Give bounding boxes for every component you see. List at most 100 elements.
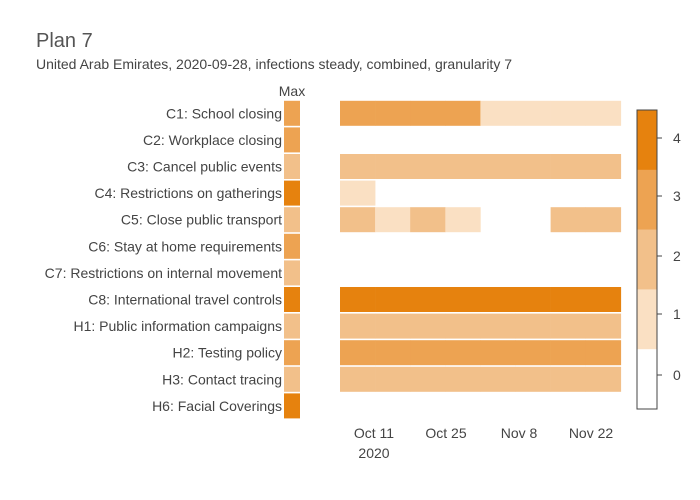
heatmap-cell xyxy=(375,340,411,366)
x-tick-year: 2020 xyxy=(358,445,389,461)
heatmap-cell xyxy=(340,154,376,179)
heatmap-cell xyxy=(585,313,622,339)
max-cell xyxy=(284,100,300,126)
heatmap-cell xyxy=(480,287,516,312)
heatmap-cell xyxy=(445,207,481,233)
max-cell xyxy=(284,340,300,366)
colorbar-tick-label: 2 xyxy=(673,248,681,264)
colorbar-tick-label: 0 xyxy=(673,367,681,383)
colorbar-tick-label: 1 xyxy=(673,306,681,322)
max-cell xyxy=(284,393,300,419)
heatmap-cell xyxy=(340,340,376,366)
heatmap-cell xyxy=(585,207,622,233)
heatmap-cell xyxy=(445,287,481,312)
colorbar-segment xyxy=(637,169,657,230)
row-label: C7: Restrictions on internal movement xyxy=(45,265,282,281)
heatmap-cell xyxy=(410,287,446,312)
max-cell xyxy=(284,366,300,392)
heatmap-cell xyxy=(515,340,551,366)
heatmap-cell xyxy=(480,100,516,126)
heatmap-cell xyxy=(550,287,586,312)
heatmap-cell xyxy=(445,100,481,126)
row-label: C3: Cancel public events xyxy=(127,159,282,175)
row-label: C4: Restrictions on gatherings xyxy=(94,185,282,201)
colorbar-segment xyxy=(637,110,657,171)
heatmap-cell xyxy=(550,100,586,126)
heatmap-cell xyxy=(550,340,586,366)
heatmap-cell xyxy=(375,207,411,233)
max-column-label: Max xyxy=(279,83,305,99)
max-cell xyxy=(284,207,300,233)
max-cell xyxy=(284,313,300,339)
max-cell xyxy=(284,127,300,153)
heatmap-cell xyxy=(340,100,376,126)
x-tick-label: Nov 8 xyxy=(501,425,538,441)
row-label: H3: Contact tracing xyxy=(162,371,282,387)
heatmap-cell xyxy=(515,366,551,392)
heatmap-cell xyxy=(445,154,481,179)
heatmap-cell xyxy=(340,366,376,392)
heatmap-cell xyxy=(585,287,622,312)
row-label: C5: Close public transport xyxy=(121,212,282,228)
heatmap-cell xyxy=(340,207,376,233)
heatmap-cell xyxy=(445,313,481,339)
heatmap-cell xyxy=(375,100,411,126)
heatmap-cell xyxy=(550,207,586,233)
heatmap-cell xyxy=(515,313,551,339)
heatmap-cell xyxy=(340,313,376,339)
heatmap-cell xyxy=(445,366,481,392)
x-tick-label: Oct 25 xyxy=(425,425,466,441)
heatmap-cell xyxy=(375,287,411,312)
heatmap-cell xyxy=(445,340,481,366)
heatmap-cell xyxy=(585,366,622,392)
heatmap-cell xyxy=(515,287,551,312)
heatmap-cell xyxy=(480,366,516,392)
chart-title: Plan 7 xyxy=(36,30,93,52)
heatmap-cell xyxy=(340,287,376,312)
colorbar-segment xyxy=(637,229,657,290)
heatmap-cell xyxy=(585,154,622,179)
heatmap-cell xyxy=(515,100,551,126)
x-tick-label: Oct 11 xyxy=(354,425,394,441)
colorbar-border xyxy=(636,109,658,410)
row-label: H6: Facial Coverings xyxy=(152,398,282,414)
row-label: C6: Stay at home requirements xyxy=(88,238,282,254)
max-cell xyxy=(284,180,300,206)
chart-subtitle: United Arab Emirates, 2020-09-28, infect… xyxy=(36,56,512,72)
row-label: C1: School closing xyxy=(166,105,282,121)
heatmap-cell xyxy=(410,313,446,339)
heatmap-cell xyxy=(375,154,411,179)
heatmap-cell xyxy=(480,340,516,366)
heatmap-cell xyxy=(340,180,376,206)
heatmap-cell xyxy=(410,207,446,233)
row-label: C2: Workplace closing xyxy=(143,132,282,148)
heatmap-cell xyxy=(410,154,446,179)
heatmap-cell xyxy=(375,313,411,339)
heatmap-cell xyxy=(480,313,516,339)
heatmap-cell xyxy=(550,154,586,179)
heatmap-cell xyxy=(550,366,586,392)
heatmap-cell xyxy=(550,313,586,339)
x-tick-label: Nov 22 xyxy=(569,425,614,441)
row-label: H1: Public information campaigns xyxy=(73,318,282,334)
colorbar-segment xyxy=(637,349,657,410)
heatmap-cell xyxy=(375,366,411,392)
colorbar-segment xyxy=(637,289,657,350)
row-label: H2: Testing policy xyxy=(173,345,282,361)
heatmap-cell xyxy=(515,154,551,179)
max-cell xyxy=(284,287,300,312)
row-label: C8: International travel controls xyxy=(88,292,282,308)
max-cell xyxy=(284,260,300,286)
heatmap-cell xyxy=(410,340,446,366)
heatmap-cell xyxy=(410,100,446,126)
max-cell xyxy=(284,154,300,179)
heatmap-cell xyxy=(585,100,622,126)
heatmap-cell xyxy=(480,154,516,179)
heatmap-cell xyxy=(585,340,622,366)
colorbar-tick-label: 4 xyxy=(673,130,681,146)
colorbar-tick-label: 3 xyxy=(673,188,681,204)
max-cell xyxy=(284,233,300,259)
heatmap-cell xyxy=(410,366,446,392)
